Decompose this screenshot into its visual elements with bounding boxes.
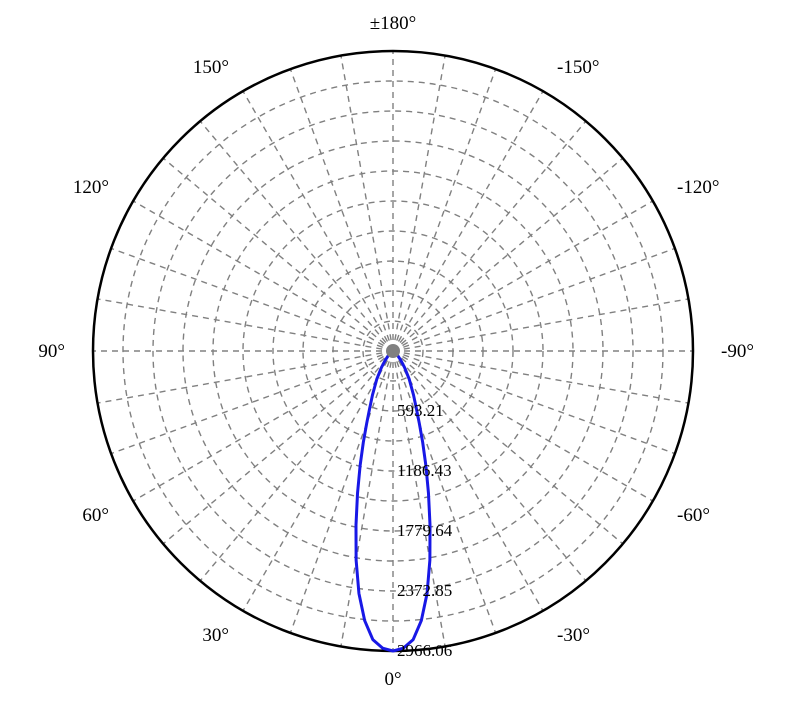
radial-tick-label: 1186.43 — [397, 461, 452, 480]
radial-tick-label: 2966.06 — [397, 641, 452, 660]
radial-tick-label: 593.21 — [397, 401, 444, 420]
angle-label: -150° — [557, 57, 599, 78]
angle-label: 90° — [38, 341, 65, 362]
angle-label: 60° — [82, 505, 109, 526]
angle-label: -30° — [557, 625, 590, 646]
angle-label: -120° — [677, 177, 719, 198]
polar-chart: 0° 30° 60° 90° 120° 150° ±180° -150° -120° -90° -6… — [0, 0, 786, 702]
angle-label: 0° — [384, 669, 401, 690]
angle-label: 30° — [202, 625, 229, 646]
angle-label: 120° — [73, 177, 109, 198]
angle-label: ±180° — [370, 13, 417, 34]
angle-label: 150° — [193, 57, 229, 78]
polar-chart-svg: 0° 30° 60° 90° 120° 150° ±180° -150° -120° -90° -6… — [0, 0, 786, 702]
radial-tick-label: 2372.85 — [397, 581, 452, 600]
angle-label: -60° — [677, 505, 710, 526]
angle-label: -90° — [721, 341, 754, 362]
radial-tick-label: 1779.64 — [397, 521, 453, 540]
